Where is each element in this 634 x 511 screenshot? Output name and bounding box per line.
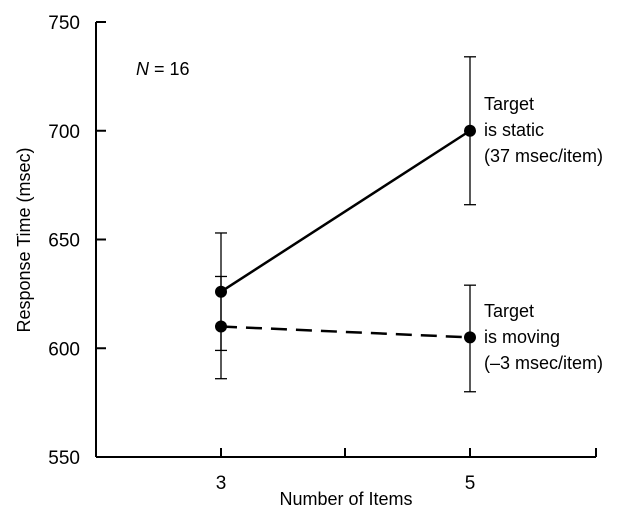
series-label: Target — [484, 94, 534, 114]
data-point — [464, 124, 476, 137]
y-tick-label: 700 — [48, 122, 80, 143]
sample-size-label: N = 16 — [136, 59, 190, 79]
data-point — [464, 331, 476, 344]
series-label: Target — [484, 301, 534, 321]
data-point — [215, 320, 227, 333]
sample-size-n: N — [136, 59, 150, 79]
series-line-moving — [220, 325, 471, 339]
y-tick-label: 750 — [48, 13, 80, 34]
x-tick-label: 3 — [216, 473, 227, 494]
sample-size-value: = 16 — [149, 59, 190, 79]
data-marks — [215, 56, 476, 393]
y-tick-label: 650 — [48, 231, 80, 252]
y-tick-label: 550 — [48, 448, 80, 469]
x-axis-title: Number of Items — [279, 489, 412, 509]
series-label: is moving — [484, 327, 560, 347]
labels: Number of Items Response Time (msec) Targe… — [14, 59, 603, 509]
axes: 550 600 650 700 750 3 5 — [48, 13, 597, 494]
series-label: (–3 msec/item) — [484, 353, 603, 373]
series-line-static — [220, 129, 471, 293]
series-label: is static — [484, 120, 544, 140]
series-label: (37 msec/item) — [484, 146, 603, 166]
x-tick-label: 5 — [465, 473, 476, 494]
y-axis-title: Response Time (msec) — [14, 147, 34, 332]
y-tick-label: 600 — [48, 339, 80, 360]
